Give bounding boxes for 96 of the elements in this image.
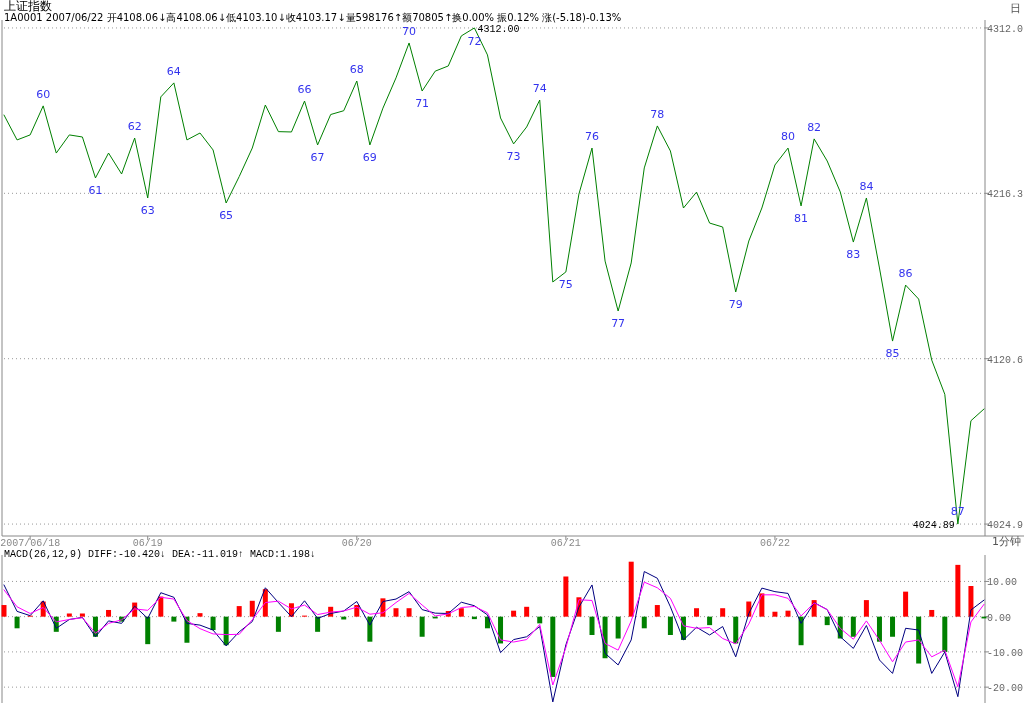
annotation: 76 [585,130,599,144]
annotation: 84 [859,179,874,193]
bar [942,616,948,652]
x-tick-label: 06/19 [132,538,163,549]
bar [589,616,595,635]
bar [824,616,830,626]
annotation: 60 [36,87,51,101]
annotation: 78 [650,107,665,121]
x-tick-label: 06/22 [759,538,790,549]
annotation: 81 [794,211,809,225]
annotation: 77 [611,317,626,331]
annotation: 85 [885,347,900,361]
bar [79,613,85,617]
annotation: 67 [310,150,325,164]
annotation: 69 [362,150,377,164]
bar [197,613,203,617]
bar [968,586,974,617]
bar [955,564,961,617]
bar [563,576,569,617]
annotation: 82 [807,120,822,134]
y-tick-label: 4312.0 [987,23,1024,35]
bar [641,616,647,629]
annotation: 63 [140,203,155,217]
bar [275,616,281,632]
bar [733,616,739,644]
annotation: 83 [846,248,861,262]
bar [707,616,713,626]
annotation: 4024.89 [912,520,955,532]
bar [210,616,216,631]
bar [667,616,673,635]
annotation: 62 [127,120,142,134]
bar [694,608,700,617]
bar [66,613,72,617]
annotation: 72 [467,34,482,48]
chart-subtitle: 1A0001 2007/06/22 开4108.06↓高4108.06↓低4103.10↓收4103.17↓量598176↑额70805↑换0.00% 振0.12% 涨(-5.18)-0.13% [4,12,622,23]
bar [158,596,164,617]
bar [106,609,112,617]
bar [511,610,517,617]
annotation: 79 [728,298,743,311]
annotation: 66 [297,83,312,97]
bar [14,616,20,629]
bar [249,600,255,617]
bar [406,608,412,617]
bar [850,616,856,637]
annotation: 80 [781,130,795,144]
y-tick-label: 10.00 [987,577,1018,589]
bar [550,616,556,677]
annotation: 4312.00 [477,23,520,35]
bar [615,616,621,639]
chart-title: MACD(26,12,9) DIFF:-10.420↓ DEA:-11.019↑ MACD:1.198↓ [4,549,317,560]
bar [654,605,660,617]
annotation: 64 [166,64,181,78]
bar [863,600,869,617]
y-tick-label: 0.00 [987,612,1012,624]
y-tick-label: 4024.9 [987,520,1024,532]
bar [1,605,7,617]
bar [772,611,778,617]
bar [315,616,321,632]
bar [171,616,177,622]
x-tick-label: 06/21 [550,538,581,549]
bar [236,606,242,617]
bar [876,616,882,642]
y-tick-label: -10.00 [987,647,1024,659]
annotation: 70 [402,24,417,38]
annotation: 61 [88,183,103,197]
bar [393,608,399,617]
bar [524,606,530,617]
bar [890,616,896,637]
bar [537,616,543,624]
line-series [3,571,985,703]
annotation: 73 [506,149,521,163]
y-tick-label: 4120.6 [987,354,1024,366]
bar [720,608,726,617]
annotation: 68 [349,63,364,76]
annotation: 71 [415,97,430,111]
bar [419,616,425,637]
annotation: 75 [558,277,573,291]
bar [903,591,909,617]
annotation: 86 [898,267,913,281]
bar [929,609,935,617]
text: 1分钟 [992,535,1021,548]
bar [785,610,791,617]
annotation: 65 [219,209,234,222]
bar [458,608,464,617]
y-tick-label: 4216.3 [987,189,1024,201]
bar [628,561,634,617]
line-series [3,581,985,688]
y-tick-label: -20.00 [987,683,1024,695]
bar [223,616,229,646]
x-tick-label: 2007/06/18 [0,538,61,549]
bar [145,616,151,645]
bar [916,616,922,664]
x-tick-label: 06/20 [341,538,372,549]
text: 日 [1010,2,1021,15]
chart-title: 上证指数 [4,0,52,13]
annotation: 74 [532,82,547,96]
